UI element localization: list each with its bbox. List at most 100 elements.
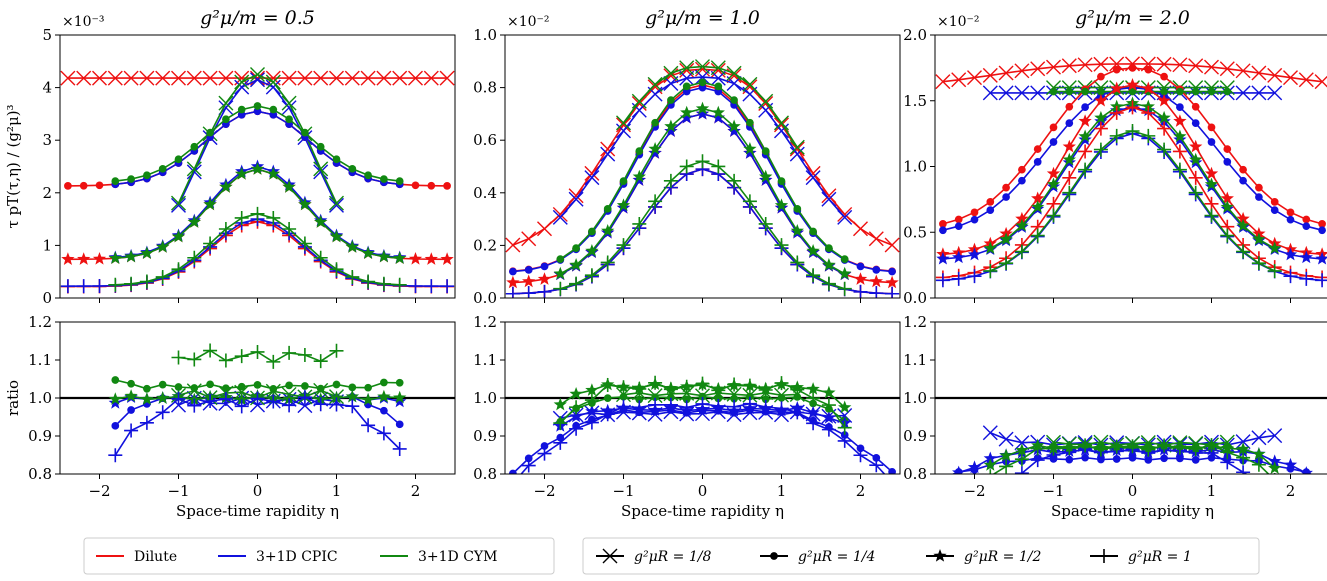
data-point	[266, 394, 281, 409]
series-cym-circle	[556, 392, 849, 426]
data-point	[806, 382, 820, 395]
data-point	[301, 382, 309, 390]
y-tick-label: 1.0	[28, 389, 52, 407]
data-point	[758, 399, 773, 414]
data-point	[789, 141, 805, 157]
data-point	[1189, 139, 1203, 153]
series-line	[512, 168, 893, 295]
data-point	[1002, 183, 1010, 192]
data-point	[1157, 110, 1171, 124]
data-point	[250, 70, 265, 86]
data-point	[569, 258, 583, 271]
y-tick-label: 3	[42, 131, 52, 149]
data-point	[806, 244, 820, 257]
data-point	[806, 416, 821, 431]
y-tick-label: 0.8	[473, 79, 497, 97]
series-cpic-plus	[60, 212, 455, 294]
data-point	[1160, 454, 1168, 463]
data-point	[1014, 435, 1030, 451]
data-point	[253, 107, 262, 116]
data-point	[171, 391, 186, 406]
y-tick-label: 0.9	[28, 427, 52, 445]
data-point	[1267, 67, 1283, 83]
data-point	[408, 251, 423, 265]
legend-label: 3+1D CPIC	[256, 549, 338, 565]
y-tick-label: 0.8	[903, 465, 927, 483]
data-point	[983, 458, 997, 471]
legend-item-cpic: 3+1D CPIC	[218, 549, 338, 565]
data-point	[999, 232, 1013, 246]
data-point	[1172, 57, 1188, 73]
data-point	[1049, 87, 1058, 96]
data-point	[777, 394, 786, 402]
data-point	[1267, 85, 1283, 101]
data-point	[1172, 162, 1187, 177]
legend-label: g²μR = 1/8	[634, 549, 711, 565]
data-point	[282, 180, 296, 193]
data-point	[742, 76, 758, 92]
x-tick-label: 0	[1128, 482, 1138, 500]
data-point	[1128, 453, 1137, 462]
data-point	[361, 246, 375, 260]
data-point	[999, 256, 1014, 271]
y-tick-label: 1.2	[473, 313, 497, 331]
data-point	[982, 85, 998, 101]
data-point	[600, 407, 615, 422]
data-point	[521, 458, 536, 473]
data-point	[171, 70, 186, 86]
data-point	[218, 95, 234, 111]
data-point	[1315, 273, 1327, 288]
data-point	[986, 206, 995, 214]
panel-title: g²μ/m = 0.5	[200, 7, 315, 29]
data-point	[313, 70, 329, 86]
data-point	[952, 465, 966, 474]
data-point	[727, 119, 741, 133]
data-point	[1235, 63, 1251, 79]
data-point	[743, 142, 757, 155]
data-point	[380, 378, 388, 387]
x-tick-label: 1	[332, 482, 342, 500]
data-point	[695, 396, 710, 411]
data-point	[1049, 123, 1058, 132]
legend-marker	[602, 548, 618, 564]
data-point	[1219, 61, 1235, 77]
plot-area	[505, 375, 900, 474]
data-point	[1286, 208, 1295, 217]
figure-legend: Dilute 3+1D CPIC 3+1D CYM g²μR = 1/8 g²μR = …	[83, 537, 1260, 575]
data-point	[155, 269, 170, 284]
data-point	[585, 383, 599, 396]
data-point	[698, 83, 707, 92]
data-point	[139, 274, 154, 289]
series-cym-plus	[171, 343, 344, 369]
data-point	[171, 197, 186, 213]
data-point	[884, 237, 900, 253]
data-point	[967, 70, 982, 86]
data-point	[108, 277, 123, 292]
data-point	[174, 383, 183, 391]
legend-label: g²μR = 1	[1128, 549, 1192, 565]
data-point	[282, 398, 297, 413]
data-point	[1267, 263, 1282, 278]
y-tick-label: 0.9	[473, 427, 497, 445]
data-point	[285, 115, 293, 124]
series-cpic-star	[553, 106, 852, 281]
data-point	[805, 170, 821, 186]
data-point	[872, 266, 881, 274]
data-point	[1236, 450, 1251, 465]
data-point	[190, 142, 199, 151]
data-point	[837, 206, 853, 222]
data-point	[790, 382, 805, 397]
data-point	[789, 139, 805, 155]
y-tick-label: 0.5	[903, 223, 927, 241]
data-point	[250, 206, 265, 221]
data-point	[265, 79, 281, 95]
y-tick-label: 4	[42, 79, 52, 97]
data-point	[393, 251, 407, 264]
data-point	[1109, 439, 1124, 454]
data-point	[631, 93, 647, 109]
data-point	[1144, 65, 1153, 74]
data-point	[348, 383, 357, 392]
data-point	[711, 159, 726, 174]
data-point	[1157, 142, 1172, 157]
data-point	[1094, 93, 1108, 107]
